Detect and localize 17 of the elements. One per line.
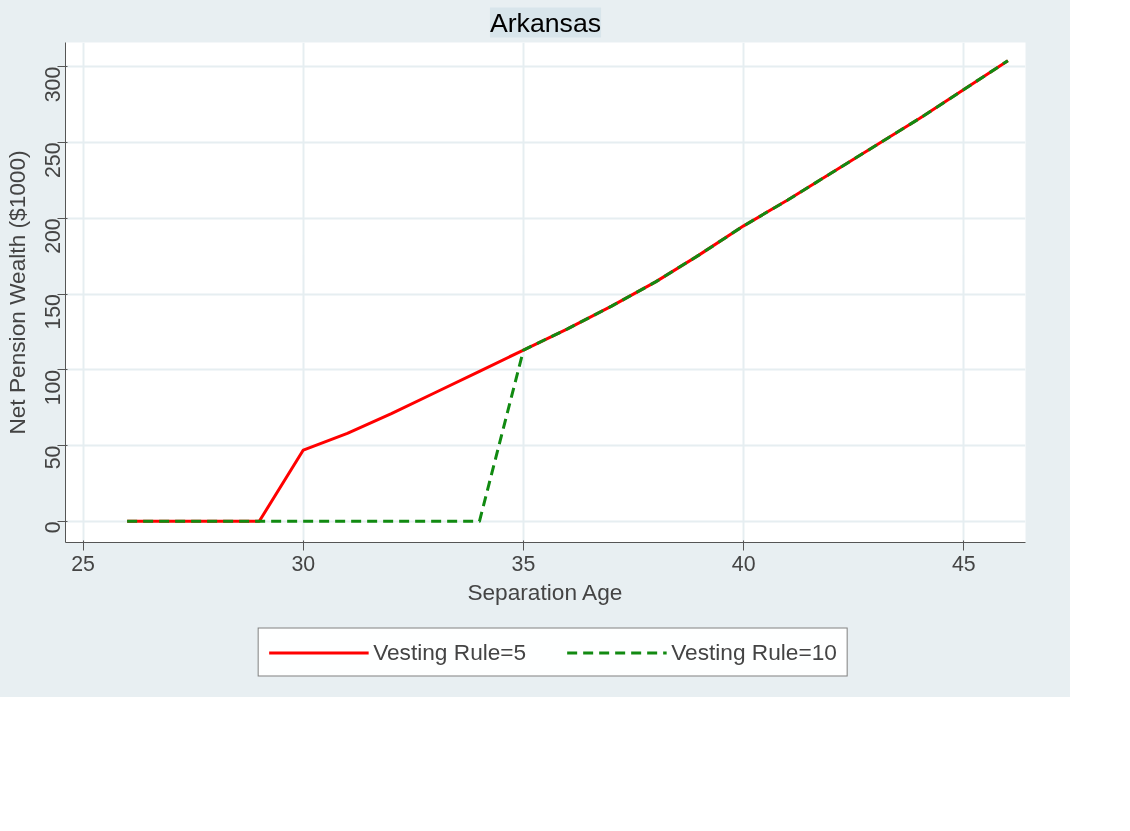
x-tick-label: 35 [511, 551, 536, 576]
y-axis-title: Net Pension Wealth ($1000) [3, 150, 30, 435]
x-tick-label: 40 [731, 551, 756, 576]
chart-title: Arkansas [489, 7, 602, 38]
y-tick-label: 250 [41, 142, 65, 179]
x-tick-label: 30 [291, 551, 316, 576]
x-axis-title: Separation Age [467, 578, 623, 605]
y-tick-label: 50 [41, 445, 65, 470]
y-tick-label: 300 [41, 66, 65, 103]
y-tick-label: 100 [41, 369, 65, 406]
y-tick-label: 0 [41, 521, 65, 534]
legend-label: Vesting Rule=10 [671, 638, 837, 666]
y-tick-label: 200 [41, 218, 65, 254]
x-tick-label: 45 [951, 551, 976, 576]
y-tick-label: 150 [41, 293, 65, 330]
legend-label: Vesting Rule=5 [373, 638, 527, 666]
x-tick-label: 25 [71, 551, 95, 576]
